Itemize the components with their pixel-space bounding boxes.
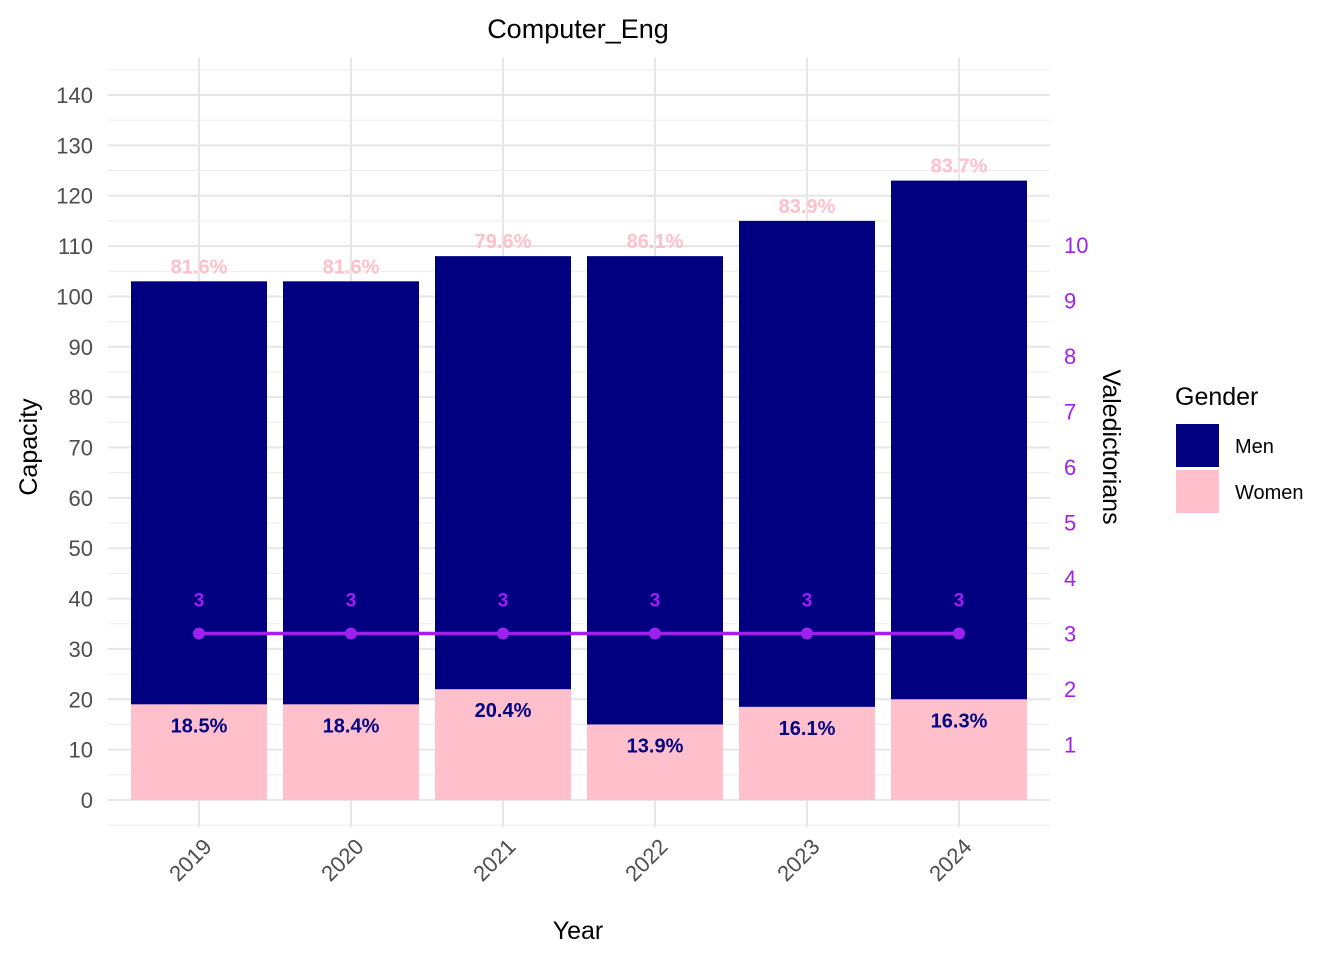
women-pct-label: 16.1%	[779, 718, 836, 740]
chart-title: Computer_Eng	[487, 14, 669, 44]
men-pct-label: 83.9%	[779, 196, 836, 218]
y2-tick-label: 4	[1064, 566, 1076, 591]
bar-men-2020	[283, 281, 419, 705]
bars-layer	[131, 180, 1027, 800]
legend-title: Gender	[1175, 383, 1258, 411]
x-tick-label: 2021	[468, 834, 520, 886]
legend-label-women: Women	[1235, 482, 1304, 504]
men-pct-label: 79.6%	[475, 231, 532, 253]
valedictorian-point-2023	[801, 627, 813, 640]
bar-men-2019	[131, 281, 267, 705]
bar-women-2022	[587, 724, 723, 800]
x-tick-label: 2020	[316, 834, 368, 886]
valedictorian-point-2022	[649, 627, 661, 640]
y-tick-label: 40	[69, 587, 93, 612]
bar-men-2021	[435, 256, 571, 690]
y-tick-label: 20	[69, 687, 93, 712]
valedictorian-label: 3	[498, 591, 509, 612]
women-pct-label: 18.4%	[323, 715, 380, 737]
valedictorian-label: 3	[954, 591, 965, 612]
y2-tick-label: 7	[1064, 400, 1076, 425]
y-tick-label: 90	[69, 335, 93, 360]
valedictorian-label: 3	[194, 591, 205, 612]
y2-tick-label: 5	[1064, 511, 1076, 536]
y-tick-label: 80	[69, 385, 93, 410]
legend-swatch-women	[1176, 470, 1219, 513]
x-tick-label: 2024	[924, 834, 976, 886]
y2-tick-label: 9	[1064, 289, 1076, 314]
y-tick-label: 110	[58, 234, 93, 259]
men-pct-label: 86.1%	[627, 231, 684, 253]
y-axis-title: Capacity	[15, 398, 43, 496]
y2-tick-label: 8	[1064, 344, 1076, 369]
bar-women-2019	[131, 704, 267, 800]
y2-tick-label: 6	[1064, 455, 1076, 480]
men-pct-label: 81.6%	[323, 256, 380, 278]
y-tick-label: 100	[56, 284, 93, 309]
y-tick-label: 70	[69, 436, 93, 461]
valedictorian-point-2021	[497, 627, 509, 640]
bar-men-2022	[587, 256, 723, 725]
x-axis-title: Year	[553, 917, 604, 945]
y-tick-label: 50	[69, 536, 93, 561]
bar-men-2023	[739, 220, 875, 707]
labels-layer: 18.5% 81.6% 18.4% 81.6% 20.4% 79.6% 13.9% 86.1%…	[171, 156, 988, 758]
y-tick-label: 30	[69, 637, 93, 662]
y2-tick-label: 2	[1064, 677, 1076, 702]
y-tick-label: 130	[56, 133, 93, 158]
bar-men-2024	[891, 180, 1027, 700]
valedictorian-point-2019	[193, 627, 205, 640]
y-tick-label: 140	[56, 83, 93, 108]
women-pct-label: 20.4%	[475, 700, 532, 722]
legend-swatch-men	[1176, 424, 1219, 467]
women-pct-label: 16.3%	[931, 710, 988, 732]
secondary-y-axis-title: Valedictorians	[1097, 369, 1125, 524]
bar-women-2021	[435, 689, 571, 800]
legend: Gender Men Women	[1175, 383, 1304, 513]
women-pct-label: 13.9%	[627, 735, 684, 757]
valedictorian-point-2020	[345, 627, 357, 640]
y2-tick-label: 1	[1064, 733, 1076, 758]
y-tick-label: 60	[69, 486, 93, 511]
y-tick-label: 120	[56, 184, 93, 209]
men-pct-label: 81.6%	[171, 256, 228, 278]
bar-women-2024	[891, 699, 1027, 800]
x-tick-label: 2022	[620, 834, 672, 886]
women-pct-label: 18.5%	[171, 715, 228, 737]
valedictorian-line-layer: 3 3 3 3 3 3	[193, 591, 965, 640]
valedictorian-label: 3	[650, 591, 661, 612]
legend-items: Men Women	[1176, 424, 1304, 513]
valedictorian-label: 3	[802, 591, 813, 612]
y2-tick-label: 3	[1064, 622, 1076, 647]
x-tick-label: 2019	[164, 834, 216, 886]
bar-women-2020	[283, 704, 419, 800]
legend-label-men: Men	[1235, 436, 1274, 458]
bar-women-2023	[739, 706, 875, 800]
y-tick-label: 10	[69, 738, 93, 763]
y2-tick-label: 10	[1064, 233, 1088, 258]
x-tick-label: 2023	[772, 834, 824, 886]
valedictorian-point-2024	[953, 627, 965, 640]
valedictorian-label: 3	[346, 591, 357, 612]
y-tick-label: 0	[81, 788, 93, 813]
men-pct-label: 83.7%	[931, 156, 988, 178]
